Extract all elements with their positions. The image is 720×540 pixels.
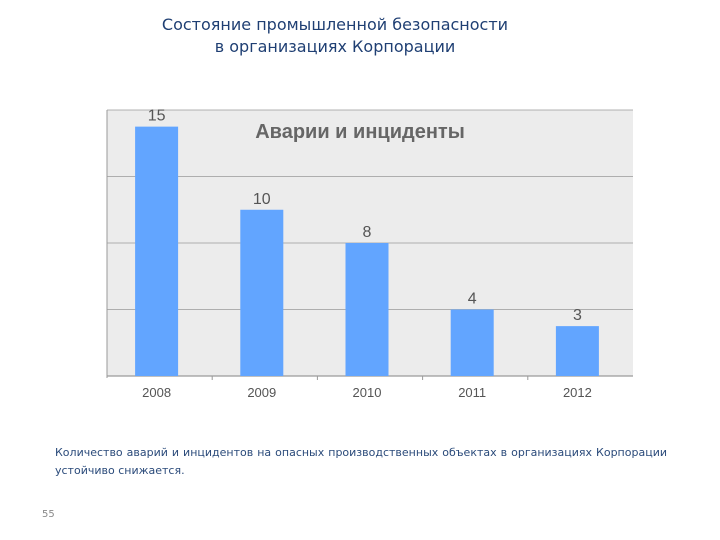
data-label-2009: 10 (253, 191, 271, 208)
page-number: 55 (42, 509, 55, 520)
x-tick-label-2012: 2012 (563, 385, 592, 400)
x-tick-label-2008: 2008 (142, 385, 171, 400)
bar-series: 15 10 8 4 3 (135, 108, 599, 376)
bar-2008 (135, 126, 179, 376)
bar-2011 (450, 309, 494, 376)
chart-title: Аварии и инциденты (255, 121, 465, 143)
slide-title-line-2: в организациях Корпорации (214, 37, 456, 56)
summary-text: Количество аварий и инцидентов на опасны… (55, 446, 667, 477)
bar-2010 (345, 243, 389, 376)
x-tick-label-2011: 2011 (458, 385, 486, 400)
x-tick-label-2009: 2009 (247, 385, 276, 400)
bar-chart: 15 10 8 4 3 2008 2009 2010 2011 2012 Аварии и ин… (106, 108, 633, 400)
data-label-2010: 8 (363, 224, 372, 241)
data-label-2011: 4 (468, 291, 477, 308)
slide-title-line-1: Состояние промышленной безопасности (161, 15, 509, 34)
x-tick-label-2010: 2010 (353, 385, 382, 400)
data-label-2008: 15 (148, 108, 166, 125)
bar-2012 (555, 326, 599, 376)
slide-title: Состояние промышленной безопасности в ор… (0, 14, 670, 58)
data-label-2012: 3 (573, 307, 582, 324)
x-axis-ticks: 2008 2009 2010 2011 2012 (142, 376, 592, 400)
bar-2009 (240, 209, 284, 376)
